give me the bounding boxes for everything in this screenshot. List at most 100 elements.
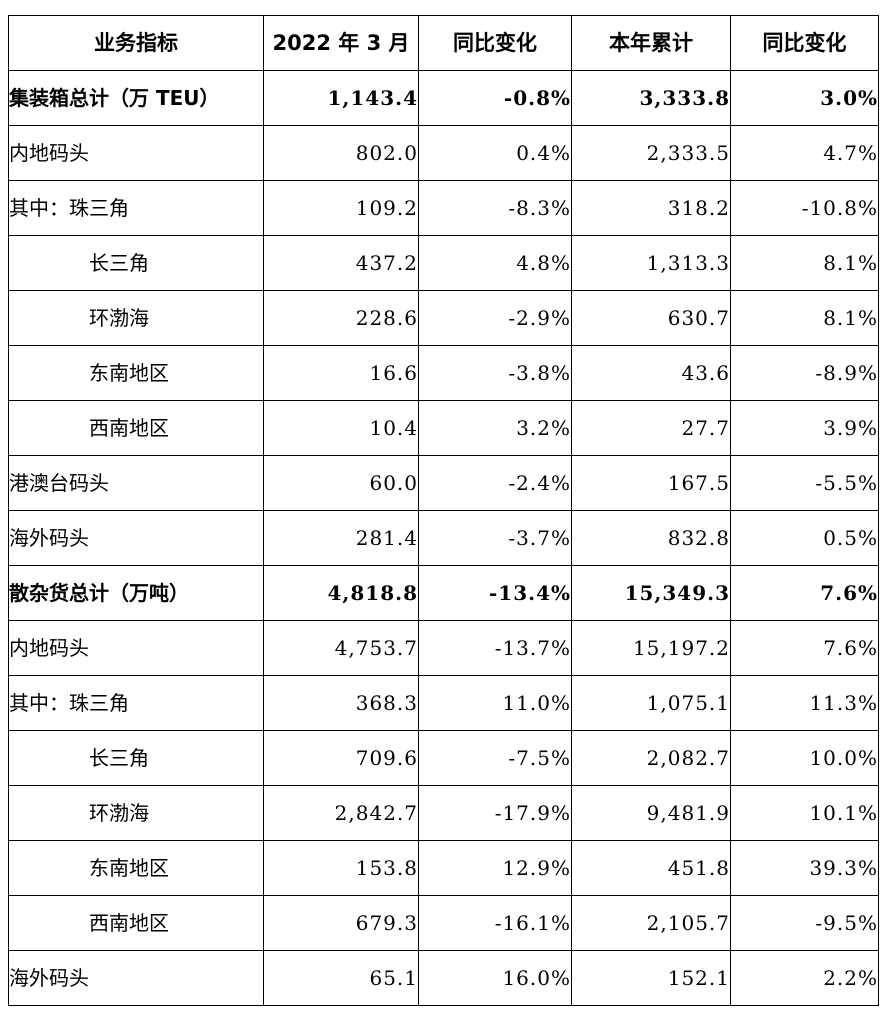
cell-ytd: 15,197.2 bbox=[571, 620, 731, 676]
cell-month: 4,818.8 bbox=[263, 565, 419, 621]
row-label: 其中：珠三角 bbox=[8, 180, 264, 236]
cell-ytd-yoy: 8.1% bbox=[730, 235, 879, 291]
row-label: 东南地区 bbox=[8, 345, 264, 401]
table-row: 东南地区 153.8 12.9% 451.8 39.3% bbox=[8, 840, 879, 896]
header-indicator: 业务指标 bbox=[8, 15, 264, 71]
table-row: 海外码头 65.1 16.0% 152.1 2.2% bbox=[8, 950, 879, 1006]
cell-ytd-yoy: 2.2% bbox=[730, 950, 879, 1006]
table-row: 内地码头 4,753.7 -13.7% 15,197.2 7.6% bbox=[8, 620, 879, 676]
cell-month: 109.2 bbox=[263, 180, 419, 236]
table-row: 内地码头 802.0 0.4% 2,333.5 4.7% bbox=[8, 125, 879, 181]
cell-month: 228.6 bbox=[263, 290, 419, 346]
header-month: 2022 年 3 月 bbox=[263, 15, 419, 71]
row-label: 长三角 bbox=[8, 235, 264, 291]
cell-ytd: 451.8 bbox=[571, 840, 731, 896]
cell-ytd: 9,481.9 bbox=[571, 785, 731, 841]
cell-month-yoy: 4.8% bbox=[418, 235, 572, 291]
cell-ytd: 318.2 bbox=[571, 180, 731, 236]
cell-ytd: 1,075.1 bbox=[571, 675, 731, 731]
cell-ytd: 3,333.8 bbox=[571, 70, 731, 126]
cell-ytd-yoy: 3.0% bbox=[730, 70, 879, 126]
cell-ytd-yoy: 10.0% bbox=[730, 730, 879, 786]
cell-ytd: 152.1 bbox=[571, 950, 731, 1006]
header-ytd: 本年累计 bbox=[571, 15, 731, 71]
cell-ytd-yoy: 39.3% bbox=[730, 840, 879, 896]
cell-ytd: 15,349.3 bbox=[571, 565, 731, 621]
cell-month-yoy: -17.9% bbox=[418, 785, 572, 841]
header-month-yoy: 同比变化 bbox=[418, 15, 572, 71]
row-label: 西南地区 bbox=[8, 400, 264, 456]
cell-month: 10.4 bbox=[263, 400, 419, 456]
table-row: 西南地区 10.4 3.2% 27.7 3.9% bbox=[8, 400, 879, 456]
table-row: 港澳台码头 60.0 -2.4% 167.5 -5.5% bbox=[8, 455, 879, 511]
cell-month: 679.3 bbox=[263, 895, 419, 951]
cell-month-yoy: -13.4% bbox=[418, 565, 572, 621]
table-row: 西南地区 679.3 -16.1% 2,105.7 -9.5% bbox=[8, 895, 879, 951]
cell-ytd-yoy: 8.1% bbox=[730, 290, 879, 346]
cell-month-yoy: -3.7% bbox=[418, 510, 572, 566]
cell-ytd-yoy: 11.3% bbox=[730, 675, 879, 731]
cell-month-yoy: -13.7% bbox=[418, 620, 572, 676]
header-row: 业务指标 2022 年 3 月 同比变化 本年累计 同比变化 bbox=[8, 15, 879, 71]
cell-month: 153.8 bbox=[263, 840, 419, 896]
row-label: 港澳台码头 bbox=[8, 455, 264, 511]
cell-month: 2,842.7 bbox=[263, 785, 419, 841]
cell-month: 437.2 bbox=[263, 235, 419, 291]
row-label: 海外码头 bbox=[8, 950, 264, 1006]
statistics-table: 业务指标 2022 年 3 月 同比变化 本年累计 同比变化 集装箱总计（万 T… bbox=[8, 15, 879, 1006]
cell-month: 16.6 bbox=[263, 345, 419, 401]
row-label: 内地码头 bbox=[8, 125, 264, 181]
cell-ytd: 2,105.7 bbox=[571, 895, 731, 951]
row-label: 环渤海 bbox=[8, 785, 264, 841]
row-label: 东南地区 bbox=[8, 840, 264, 896]
table-row: 环渤海 2,842.7 -17.9% 9,481.9 10.1% bbox=[8, 785, 879, 841]
cell-ytd: 2,333.5 bbox=[571, 125, 731, 181]
cell-month-yoy: -0.8% bbox=[418, 70, 572, 126]
cell-month: 1,143.4 bbox=[263, 70, 419, 126]
cell-ytd-yoy: 7.6% bbox=[730, 620, 879, 676]
table-row-total: 集装箱总计（万 TEU） 1,143.4 -0.8% 3,333.8 3.0% bbox=[8, 70, 879, 126]
cell-month: 65.1 bbox=[263, 950, 419, 1006]
row-label: 集装箱总计（万 TEU） bbox=[8, 70, 264, 126]
row-label: 其中：珠三角 bbox=[8, 675, 264, 731]
cell-month: 60.0 bbox=[263, 455, 419, 511]
cell-ytd: 167.5 bbox=[571, 455, 731, 511]
cell-ytd: 832.8 bbox=[571, 510, 731, 566]
table-row: 其中：珠三角 368.3 11.0% 1,075.1 11.3% bbox=[8, 675, 879, 731]
row-label: 西南地区 bbox=[8, 895, 264, 951]
cell-ytd-yoy: 3.9% bbox=[730, 400, 879, 456]
cell-month-yoy: 12.9% bbox=[418, 840, 572, 896]
cell-month-yoy: -2.9% bbox=[418, 290, 572, 346]
cell-ytd-yoy: 7.6% bbox=[730, 565, 879, 621]
cell-month-yoy: 11.0% bbox=[418, 675, 572, 731]
table-body: 集装箱总计（万 TEU） 1,143.4 -0.8% 3,333.8 3.0% 内地码头 8… bbox=[8, 70, 879, 1006]
cell-month-yoy: -2.4% bbox=[418, 455, 572, 511]
cell-ytd: 27.7 bbox=[571, 400, 731, 456]
cell-month-yoy: -16.1% bbox=[418, 895, 572, 951]
row-label: 海外码头 bbox=[8, 510, 264, 566]
cell-month: 281.4 bbox=[263, 510, 419, 566]
row-label: 内地码头 bbox=[8, 620, 264, 676]
cell-month-yoy: 3.2% bbox=[418, 400, 572, 456]
table-row-total: 散杂货总计（万吨） 4,818.8 -13.4% 15,349.3 7.6% bbox=[8, 565, 879, 621]
cell-ytd-yoy: -5.5% bbox=[730, 455, 879, 511]
row-label: 长三角 bbox=[8, 730, 264, 786]
cell-ytd-yoy: 10.1% bbox=[730, 785, 879, 841]
table-row: 东南地区 16.6 -3.8% 43.6 -8.9% bbox=[8, 345, 879, 401]
cell-month: 368.3 bbox=[263, 675, 419, 731]
table-row: 环渤海 228.6 -2.9% 630.7 8.1% bbox=[8, 290, 879, 346]
cell-month: 709.6 bbox=[263, 730, 419, 786]
table-row: 长三角 437.2 4.8% 1,313.3 8.1% bbox=[8, 235, 879, 291]
table-row: 长三角 709.6 -7.5% 2,082.7 10.0% bbox=[8, 730, 879, 786]
cell-month-yoy: -7.5% bbox=[418, 730, 572, 786]
cell-ytd-yoy: -8.9% bbox=[730, 345, 879, 401]
row-label: 散杂货总计（万吨） bbox=[8, 565, 264, 621]
table-row: 其中：珠三角 109.2 -8.3% 318.2 -10.8% bbox=[8, 180, 879, 236]
cell-ytd-yoy: 0.5% bbox=[730, 510, 879, 566]
cell-ytd: 2,082.7 bbox=[571, 730, 731, 786]
cell-ytd-yoy: -9.5% bbox=[730, 895, 879, 951]
header-ytd-yoy: 同比变化 bbox=[730, 15, 879, 71]
cell-ytd: 630.7 bbox=[571, 290, 731, 346]
cell-month-yoy: 0.4% bbox=[418, 125, 572, 181]
cell-ytd: 1,313.3 bbox=[571, 235, 731, 291]
